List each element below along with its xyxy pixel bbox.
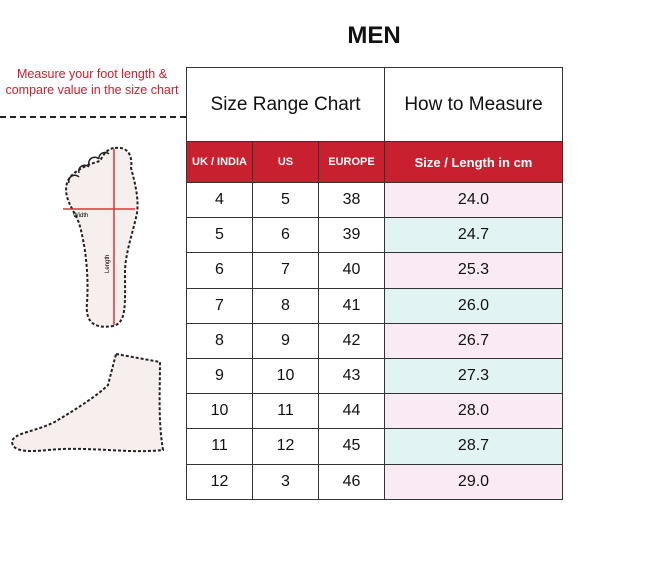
size-chart-table: Size Range Chart How to Measure UK / IND…: [186, 67, 563, 500]
length-label: Length: [105, 255, 111, 273]
cell-length-cm: 27.3: [384, 357, 563, 395]
cell-us: 3: [252, 463, 319, 500]
cell-length-cm: 28.7: [384, 428, 563, 465]
cell-us: 5: [252, 181, 319, 219]
cell-us: 12: [252, 428, 319, 465]
cell-europe: 38: [318, 181, 385, 219]
cell-us: 8: [252, 287, 319, 324]
cell-europe: 46: [318, 463, 385, 500]
cell-europe: 45: [318, 428, 385, 465]
cell-uk-india: 7: [186, 287, 253, 324]
cell-europe: 43: [318, 357, 385, 395]
cell-length-cm: 26.7: [384, 322, 563, 359]
dashed-divider: [0, 116, 186, 118]
table-row: 11 12 45 28.7: [186, 428, 563, 465]
cell-europe: 39: [318, 217, 385, 254]
foot-top-view-illustration: Width Length: [63, 146, 139, 328]
cell-europe: 40: [318, 252, 385, 289]
cell-length-cm: 28.0: [384, 393, 563, 430]
cell-us: 10: [252, 357, 319, 395]
cell-length-cm: 24.0: [384, 181, 563, 219]
column-header-europe: EUROPE: [318, 141, 385, 183]
cell-uk-india: 5: [186, 217, 253, 254]
how-to-measure-header: How to Measure: [384, 67, 563, 142]
column-header-uk-india: UK / INDIA: [186, 141, 253, 183]
cell-us: 9: [252, 322, 319, 359]
table-row: 5 6 39 24.7: [186, 217, 563, 254]
cell-uk-india: 11: [186, 428, 253, 465]
cell-us: 6: [252, 217, 319, 254]
cell-uk-india: 12: [186, 463, 253, 500]
cell-length-cm: 24.7: [384, 217, 563, 254]
table-row: 4 5 38 24.0: [186, 181, 563, 219]
width-label: Width: [73, 213, 88, 219]
table-row: 9 10 43 27.3: [186, 357, 563, 395]
cell-uk-india: 10: [186, 393, 253, 430]
cell-length-cm: 29.0: [384, 463, 563, 500]
cell-us: 11: [252, 393, 319, 430]
cell-europe: 41: [318, 287, 385, 324]
table-row: 7 8 41 26.0: [186, 287, 563, 324]
cell-us: 7: [252, 252, 319, 289]
cell-uk-india: 6: [186, 252, 253, 289]
column-header-length-cm: Size / Length in cm: [384, 141, 563, 183]
table-row: 12 3 46 29.0: [186, 463, 563, 500]
cell-length-cm: 26.0: [384, 287, 563, 324]
cell-uk-india: 8: [186, 322, 253, 359]
cell-europe: 44: [318, 393, 385, 430]
cell-uk-india: 4: [186, 181, 253, 219]
table-row: 6 7 40 25.3: [186, 252, 563, 289]
column-header-us: US: [252, 141, 319, 183]
table-row: 8 9 42 26.7: [186, 322, 563, 359]
page-title: MEN: [347, 22, 401, 49]
cell-length-cm: 25.3: [384, 252, 563, 289]
table-row: 10 11 44 28.0: [186, 393, 563, 430]
cell-europe: 42: [318, 322, 385, 359]
cell-uk-india: 9: [186, 357, 253, 395]
measure-instruction: Measure your foot length & compare value…: [5, 67, 179, 97]
size-range-chart-header: Size Range Chart: [186, 67, 385, 142]
foot-side-view-illustration: [10, 352, 165, 453]
